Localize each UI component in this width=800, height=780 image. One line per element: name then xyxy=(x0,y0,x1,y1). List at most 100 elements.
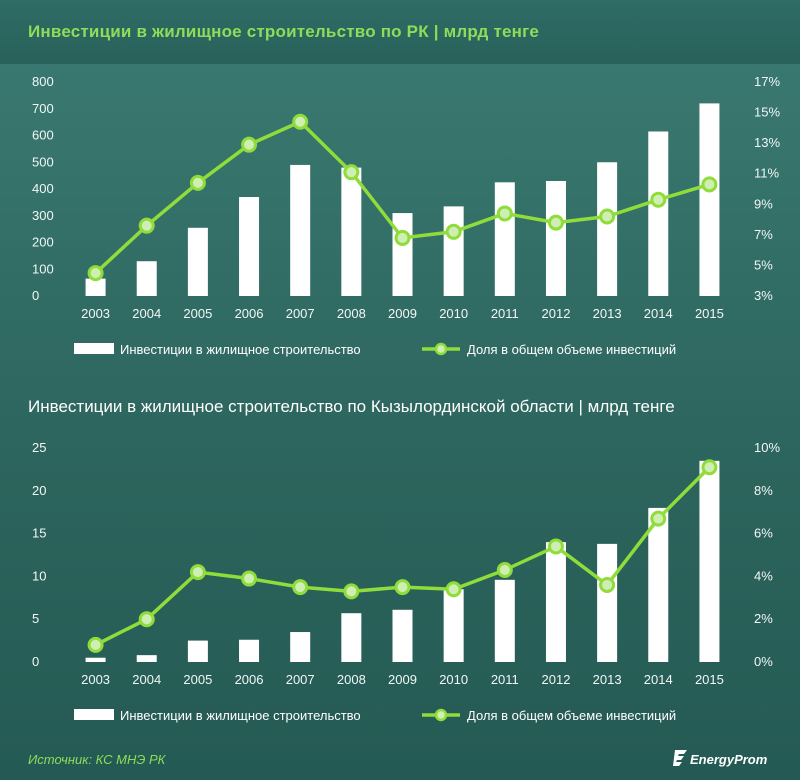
x-tick-label: 2004 xyxy=(132,672,161,687)
x-tick-label: 2012 xyxy=(542,672,571,687)
line-point xyxy=(547,538,564,555)
y-tick-label: 200 xyxy=(32,235,54,250)
x-tick-label: 2014 xyxy=(644,306,673,321)
y2-tick-label: 11% xyxy=(754,166,779,181)
y-tick-label: 400 xyxy=(32,181,54,196)
x-tick-label: 2008 xyxy=(337,306,366,321)
y-tick-label: 700 xyxy=(32,101,54,116)
line-point xyxy=(138,611,155,628)
bar xyxy=(392,609,413,662)
y2-tick-label: 5% xyxy=(754,257,773,272)
legend-bar-swatch xyxy=(74,709,114,720)
x-tick-label: 2015 xyxy=(695,306,724,321)
x-tick-label: 2006 xyxy=(235,306,264,321)
line-point xyxy=(343,583,360,600)
bar xyxy=(136,655,157,662)
line-point xyxy=(87,265,104,282)
line-point xyxy=(394,579,411,596)
x-tick-label: 2009 xyxy=(388,672,417,687)
x-tick-label: 2011 xyxy=(491,306,519,321)
line-point xyxy=(496,205,513,222)
bar xyxy=(545,542,566,662)
y2-tick-label: 10% xyxy=(754,440,780,455)
line-point xyxy=(241,570,258,587)
bar xyxy=(648,507,669,662)
legend-label-line: Доля в общем объеме инвестиций xyxy=(467,708,676,723)
x-tick-label: 2013 xyxy=(593,672,622,687)
line-point xyxy=(701,459,718,476)
line-point xyxy=(394,229,411,246)
y-tick-label: 500 xyxy=(32,154,54,169)
x-tick-label: 2010 xyxy=(439,306,468,321)
bar xyxy=(699,460,720,662)
legend-line-marker xyxy=(434,708,448,722)
x-tick-label: 2012 xyxy=(542,306,571,321)
y-tick-label: 20 xyxy=(32,483,46,498)
x-tick-label: 2014 xyxy=(644,672,673,687)
bar xyxy=(699,103,720,297)
y2-tick-label: 13% xyxy=(754,135,780,150)
y-tick-label: 100 xyxy=(32,261,54,276)
y2-tick-label: 4% xyxy=(754,568,773,583)
bar xyxy=(545,180,566,296)
line-point xyxy=(650,191,667,208)
x-tick-label: 2003 xyxy=(81,672,110,687)
y2-tick-label: 0% xyxy=(754,654,773,669)
bar xyxy=(648,131,669,296)
legend-label-line: Доля в общем объеме инвестиций xyxy=(467,342,676,357)
y-tick-label: 300 xyxy=(32,208,54,223)
y-tick-label: 25 xyxy=(32,440,46,455)
bar xyxy=(494,579,515,662)
bar xyxy=(136,261,157,296)
line-point xyxy=(496,561,513,578)
y2-tick-label: 15% xyxy=(754,105,780,120)
line-point xyxy=(650,510,667,527)
y2-tick-label: 7% xyxy=(754,227,773,242)
y-tick-label: 600 xyxy=(32,128,54,143)
line-point xyxy=(343,164,360,181)
legend-label-bars: Инвестиции в жилищное строительство xyxy=(120,342,361,357)
bar xyxy=(85,278,106,296)
x-tick-label: 2007 xyxy=(286,672,315,687)
y-tick-label: 15 xyxy=(32,526,46,541)
line-point xyxy=(87,636,104,653)
bar xyxy=(443,589,464,662)
line-point xyxy=(599,208,616,225)
line-point xyxy=(189,174,206,191)
line-point xyxy=(189,564,206,581)
bar xyxy=(597,162,618,296)
x-tick-label: 2003 xyxy=(81,306,110,321)
brand-logo-text: EnergyProm xyxy=(690,752,768,767)
x-tick-label: 2005 xyxy=(183,672,212,687)
chart2-title: Инвестиции в жилищное строительство по К… xyxy=(28,397,675,416)
x-tick-label: 2011 xyxy=(491,672,519,687)
y2-tick-label: 3% xyxy=(754,288,773,303)
y2-tick-label: 9% xyxy=(754,196,773,211)
legend-line-marker xyxy=(434,342,448,356)
source-note: Источник: КС МНЭ РК xyxy=(28,752,166,767)
line-point xyxy=(241,136,258,153)
y2-tick-label: 2% xyxy=(754,611,773,626)
bar xyxy=(392,213,413,296)
x-tick-label: 2015 xyxy=(695,672,724,687)
bar xyxy=(341,613,362,662)
chart2: 0 5 10 15 20 25 0% 2% 4% 6% 8% 10% 2003 2004 2005 2006 2… xyxy=(32,440,780,723)
line-point xyxy=(599,576,616,593)
line-point xyxy=(445,223,462,240)
line-point xyxy=(292,579,309,596)
legend: Инвестиции в жилищное строительство Доля … xyxy=(74,342,676,357)
line-point xyxy=(701,176,718,193)
x-tick-label: 2009 xyxy=(388,306,417,321)
y-tick-label: 5 xyxy=(32,611,39,626)
bar xyxy=(187,640,208,662)
bar xyxy=(341,167,362,296)
x-tick-label: 2005 xyxy=(183,306,212,321)
header-band xyxy=(0,0,800,64)
x-tick-label: 2013 xyxy=(593,306,622,321)
energyprom-logo-icon xyxy=(673,750,687,766)
line-point xyxy=(138,217,155,234)
y2-tick-label: 8% xyxy=(754,483,773,498)
line-point xyxy=(445,581,462,598)
bar xyxy=(85,657,106,662)
y-tick-label: 0 xyxy=(32,288,39,303)
